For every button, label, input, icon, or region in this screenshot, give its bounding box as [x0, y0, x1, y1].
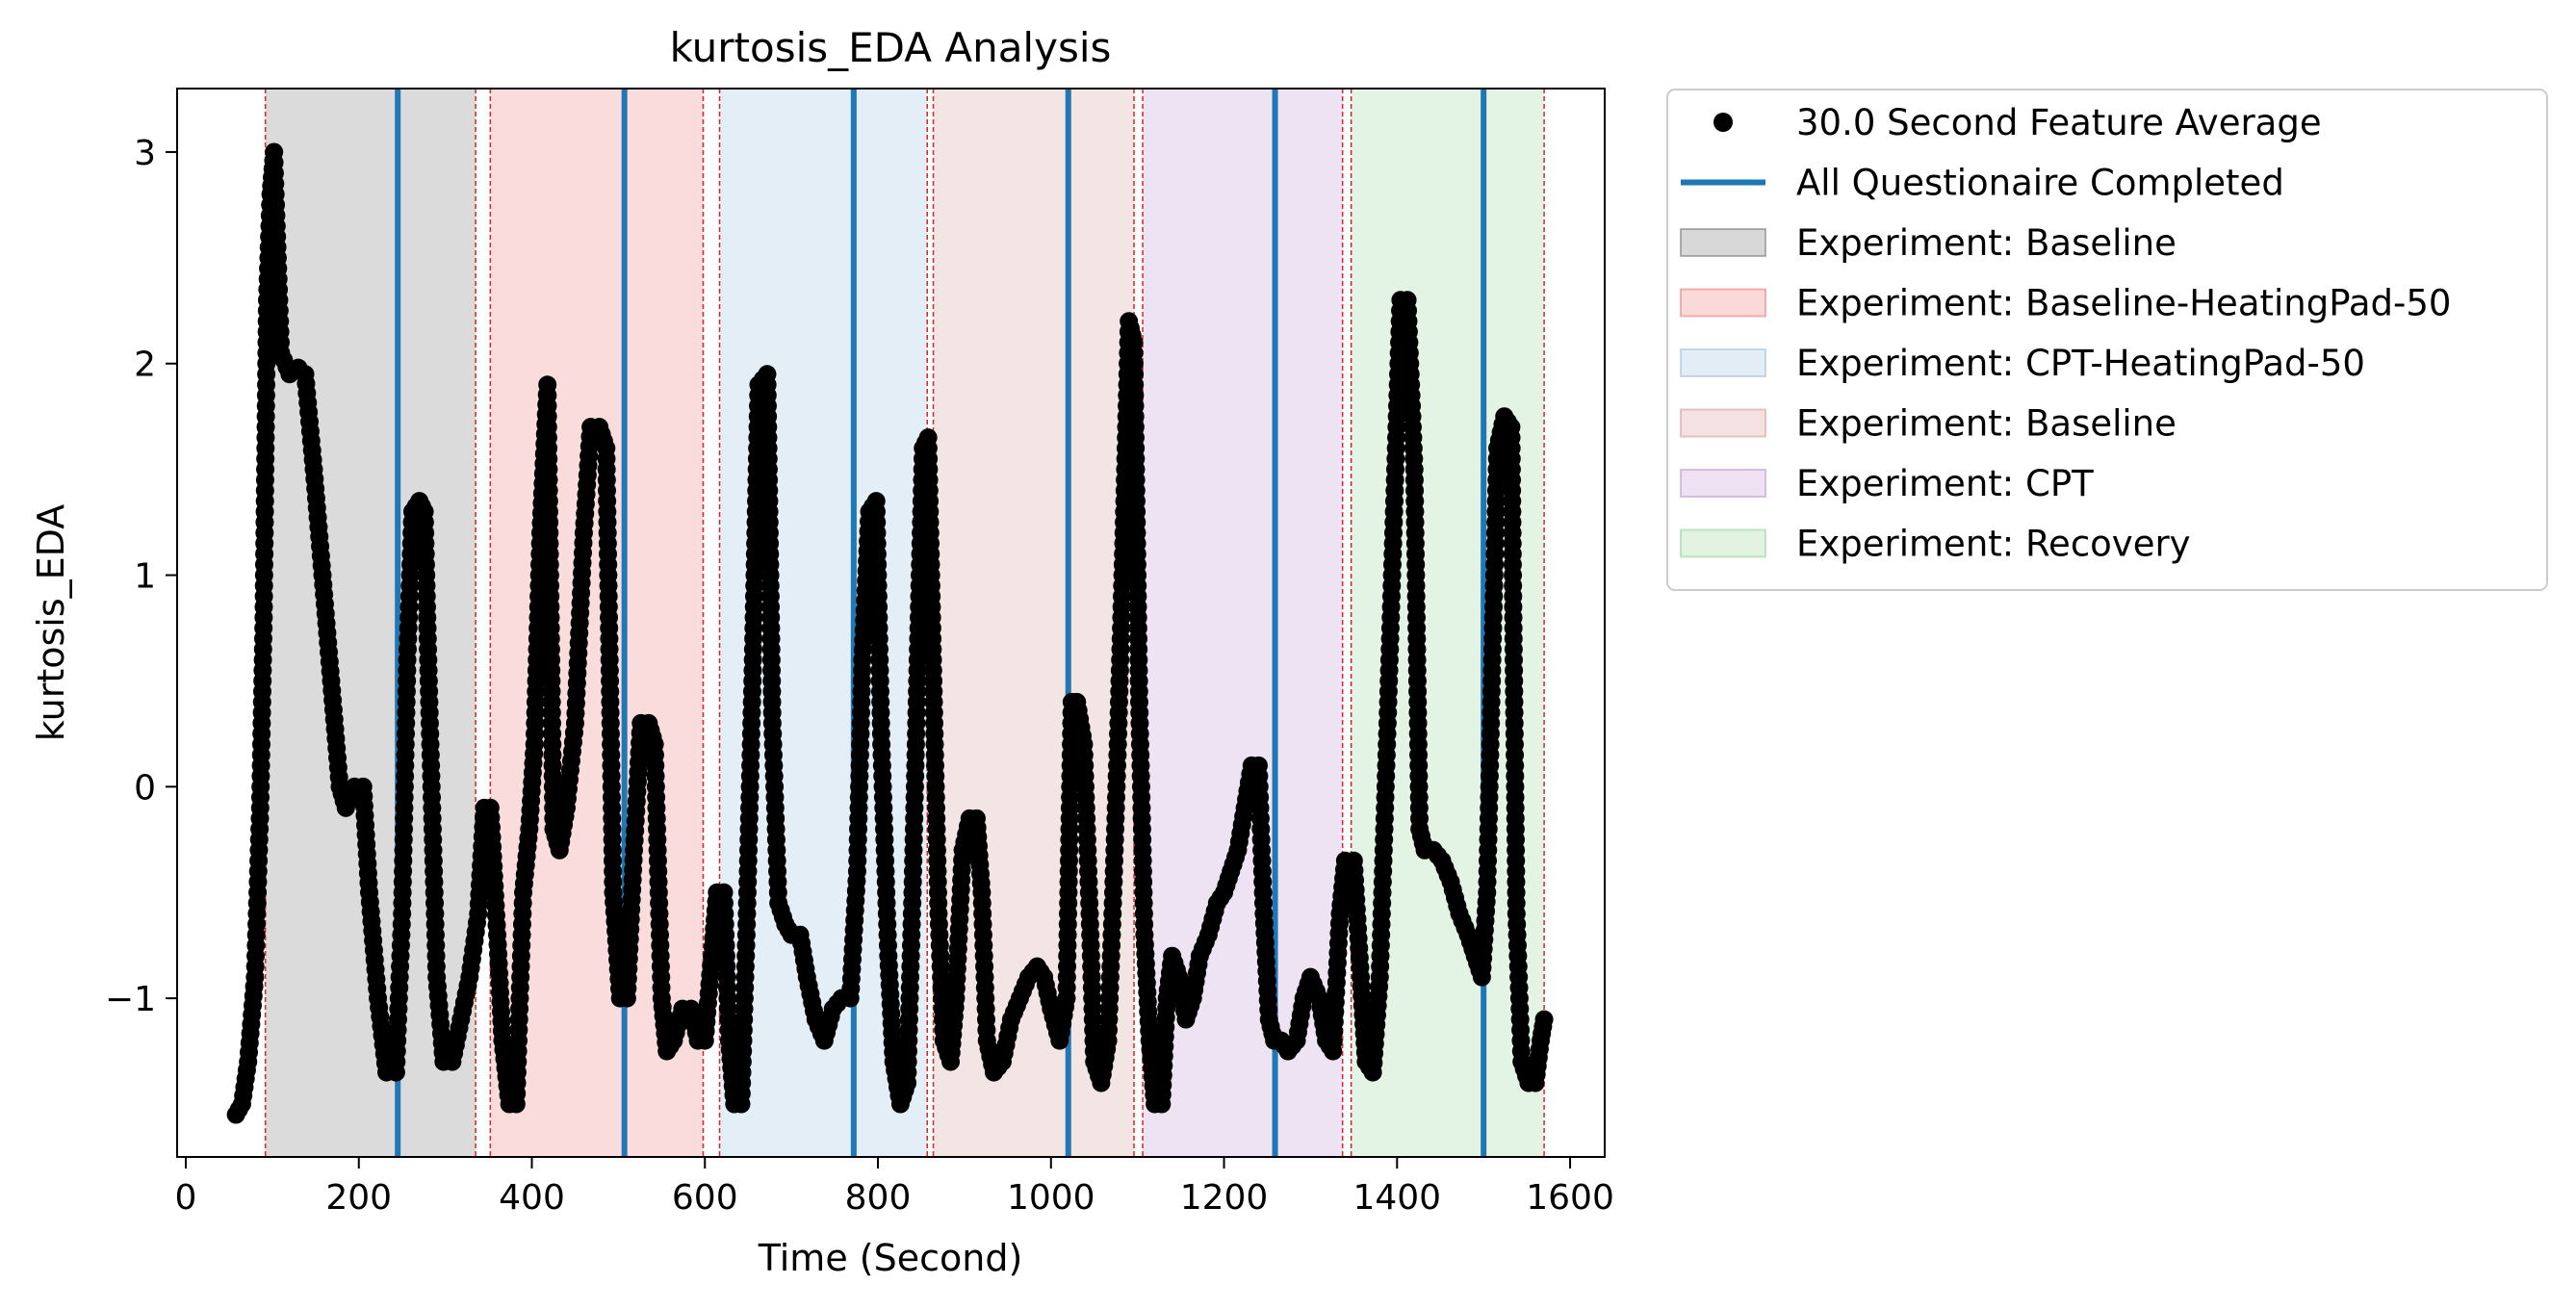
- y-tick-label: 3: [134, 134, 156, 173]
- data-point: [1534, 1010, 1554, 1029]
- legend-patch-swatch: [1680, 469, 1766, 498]
- x-tick-label: 1200: [1180, 1178, 1269, 1218]
- legend-patch-swatch: [1680, 408, 1766, 438]
- legend-label: Experiment: Recovery: [1796, 524, 2191, 565]
- legend-label: Experiment: CPT: [1796, 463, 2094, 504]
- legend-label: Experiment: CPT-HeatingPad-50: [1796, 343, 2365, 384]
- legend-patch-swatch: [1680, 528, 1766, 558]
- y-tick-label: 1: [134, 557, 156, 597]
- x-tick-label: 400: [499, 1178, 565, 1218]
- y-axis-label: kurtosis_EDA: [30, 504, 72, 741]
- legend-frame: [1666, 89, 2548, 591]
- data-points: [226, 142, 1554, 1124]
- legend-patch-swatch: [1680, 288, 1766, 318]
- legend-patch-swatch: [1680, 228, 1766, 257]
- legend-label: All Questionaire Completed: [1796, 163, 2284, 204]
- legend-marker: [1713, 113, 1733, 132]
- legend-label: Experiment: Baseline-HeatingPad-50: [1796, 283, 2451, 324]
- chart-title: kurtosis_EDA Analysis: [670, 24, 1112, 71]
- x-tick-label: 600: [672, 1178, 738, 1218]
- x-tick-label: 800: [845, 1178, 912, 1218]
- x-axis: 0 200 400 600 800 1000 1200 1400 1600: [175, 1157, 1614, 1218]
- legend-label: 30.0 Second Feature Average: [1796, 102, 2322, 143]
- plot-area: [226, 89, 1554, 1157]
- x-tick-label: 1600: [1526, 1178, 1614, 1218]
- legend-label: Experiment: Baseline: [1796, 403, 2177, 445]
- y-tick-label: 2: [134, 346, 156, 385]
- x-tick-label: 0: [175, 1178, 197, 1218]
- x-tick-label: 200: [325, 1178, 392, 1218]
- plot-frame: [176, 88, 1606, 1158]
- legend-label: Experiment: Baseline: [1796, 222, 2177, 264]
- x-axis-label: Time (Second): [758, 1237, 1023, 1279]
- y-tick-label: −1: [105, 980, 156, 1019]
- legend-patch-swatch: [1680, 348, 1766, 377]
- legend: 30.0 Second Feature Average All Questiona…: [1666, 89, 2548, 591]
- x-tick-label: 1000: [1007, 1178, 1095, 1218]
- y-axis: −1 0 1 2 3: [105, 134, 177, 1019]
- x-tick-label: 1400: [1352, 1178, 1441, 1218]
- y-tick-label: 0: [134, 768, 156, 808]
